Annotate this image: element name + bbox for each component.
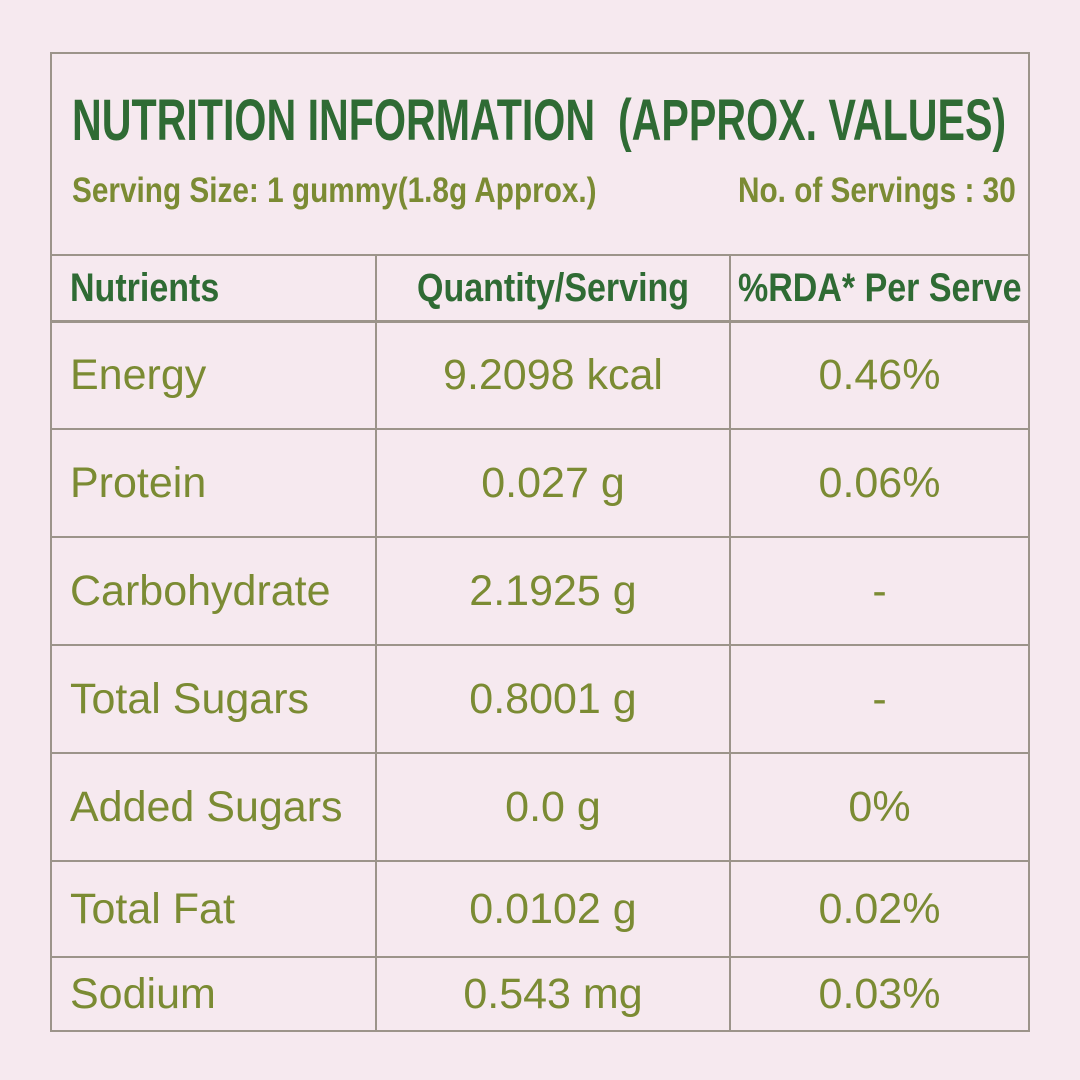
- nutrient-name-cell: Protein: [70, 458, 207, 507]
- nutrient-name-cell: Energy: [70, 351, 207, 399]
- column-header-nutrients: Nutrients: [70, 265, 220, 310]
- rda-cell: 0%: [729, 754, 1028, 860]
- quantity-cell: 9.2098 kcal: [375, 323, 729, 428]
- nutrient-name-cell: Added Sugars: [70, 782, 343, 831]
- table-header-row: Nutrients Quantity/Serving %RDA* Per Ser…: [52, 254, 1028, 320]
- table-row-sodium: Sodium 0.543 mg 0.03%: [52, 956, 1028, 1030]
- quantity-cell: 2.1925 g: [375, 538, 729, 644]
- quantity-cell: 0.543 mg: [375, 958, 729, 1030]
- nutrient-name-cell: Carbohydrate: [70, 566, 331, 615]
- table-row-total-fat: Total Fat 0.0102 g 0.02%: [52, 860, 1028, 956]
- column-header-rda: %RDA* Per Serve: [729, 256, 1028, 320]
- serving-info-row: Serving Size: 1 gummy(1.8g Approx.) No. …: [72, 170, 1016, 211]
- rda-cell: 0.02%: [729, 862, 1028, 956]
- column-header-quantity: Quantity/Serving: [375, 256, 729, 320]
- rda-cell: 0.46%: [729, 323, 1028, 428]
- rda-cell: 0.03%: [729, 958, 1028, 1030]
- servings-count-text: No. of Servings : 30: [738, 170, 1016, 210]
- table-row-energy: Energy 9.2098 kcal 0.46%: [52, 320, 1028, 428]
- quantity-cell: 0.0102 g: [375, 862, 729, 956]
- nutrition-label-frame: NUTRITION INFORMATION (APPROX. VALUES) S…: [50, 52, 1030, 1032]
- rda-cell: 0.06%: [729, 430, 1028, 536]
- serving-size-text: Serving Size: 1 gummy(1.8g Approx.): [72, 170, 597, 210]
- quantity-cell: 0.0 g: [375, 754, 729, 860]
- table-row-total-sugars: Total Sugars 0.8001 g -: [52, 644, 1028, 752]
- nutrient-name-cell: Total Fat: [70, 884, 235, 933]
- table-row-protein: Protein 0.027 g 0.06%: [52, 428, 1028, 536]
- label-header-area: NUTRITION INFORMATION (APPROX. VALUES) S…: [52, 54, 1028, 254]
- nutrient-name-cell: Total Sugars: [70, 674, 310, 723]
- quantity-cell: 0.8001 g: [375, 646, 729, 752]
- table-row-carbohydrate: Carbohydrate 2.1925 g -: [52, 536, 1028, 644]
- table-row-added-sugars: Added Sugars 0.0 g 0%: [52, 752, 1028, 860]
- quantity-cell: 0.027 g: [375, 430, 729, 536]
- rda-cell: -: [729, 646, 1028, 752]
- nutrition-title: NUTRITION INFORMATION (APPROX. VALUES): [72, 88, 1007, 153]
- nutrient-name-cell: Sodium: [70, 969, 216, 1018]
- rda-cell: -: [729, 538, 1028, 644]
